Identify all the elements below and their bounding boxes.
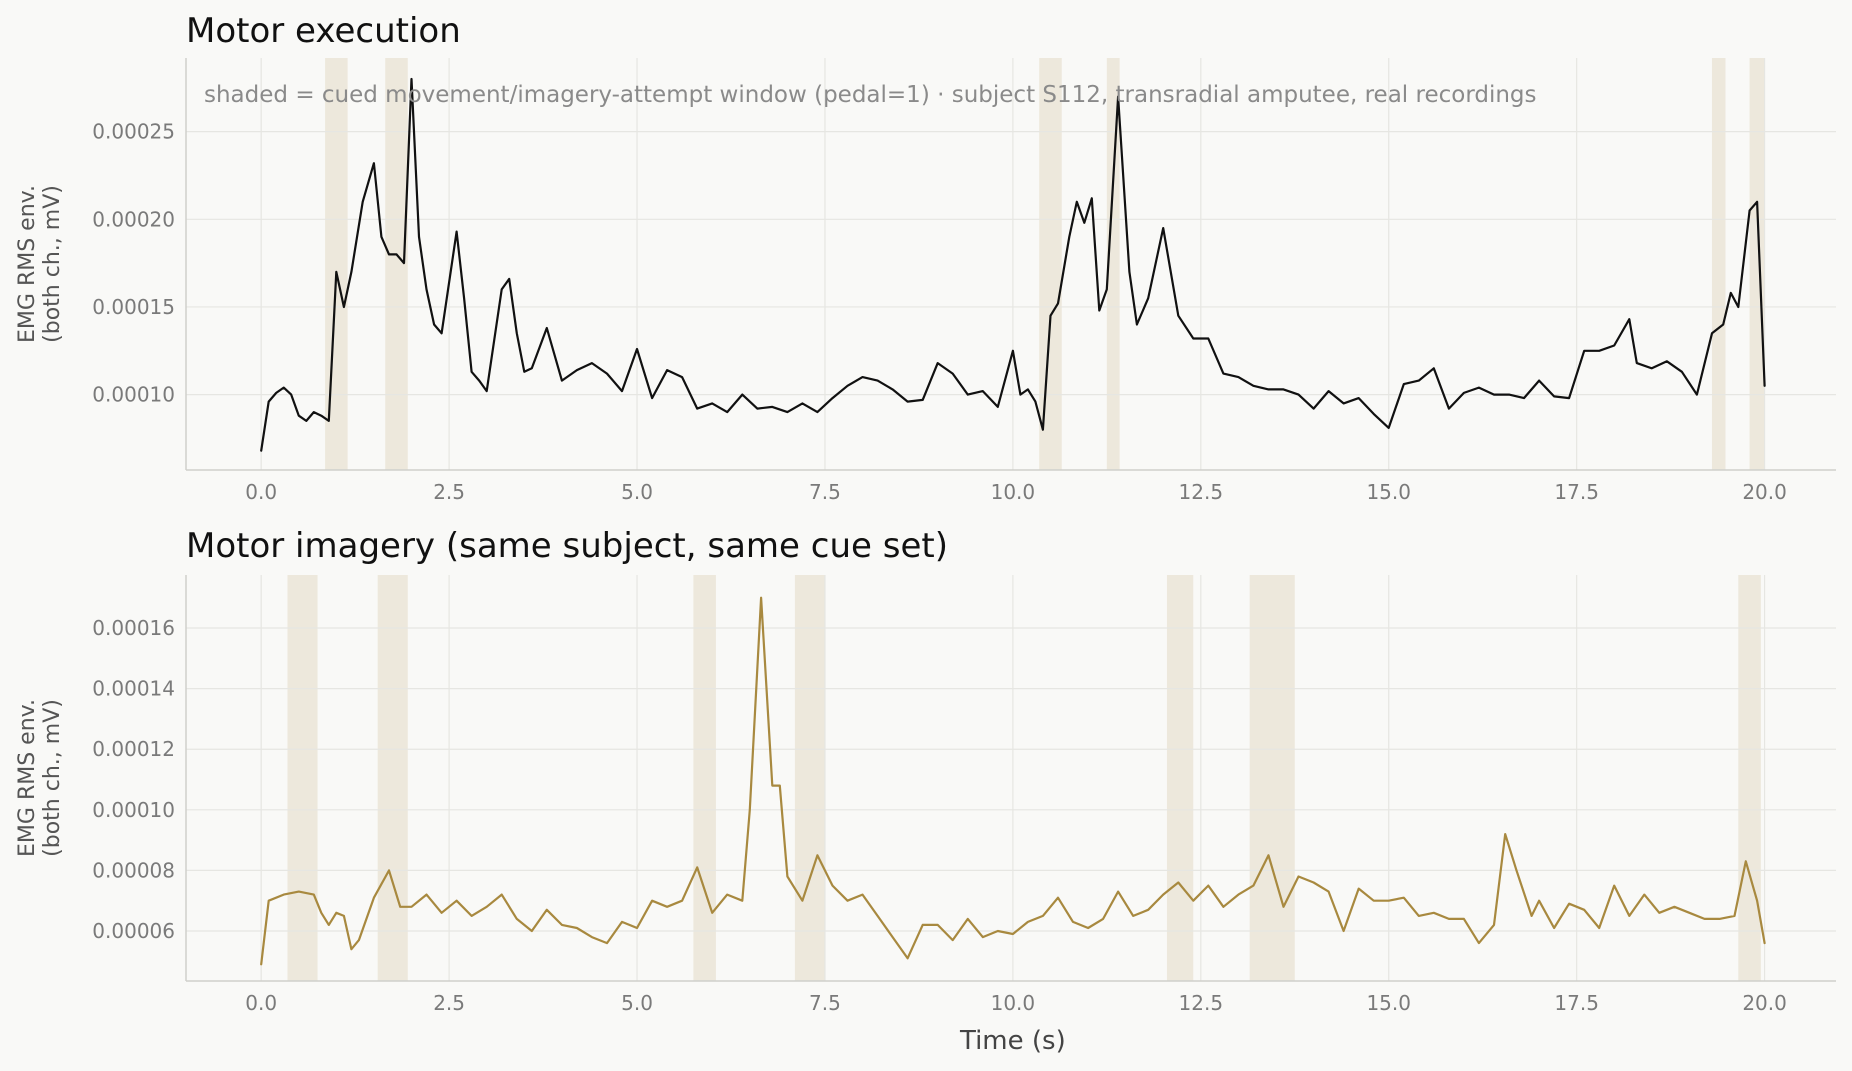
shaded-window <box>1166 575 1194 981</box>
x-tick-label: 0.0 <box>245 480 277 504</box>
panel-motor-execution: 0.0 2.5 5.0 7.5 10.0 12.5 15.0 17.5 20.0 0.00010 0… <box>15 11 1836 504</box>
y-axis-label: EMG RMS env.(both ch., mV) <box>15 185 65 343</box>
x-tick-label: 15.0 <box>1366 480 1411 504</box>
x-tick-label: 15.0 <box>1366 991 1411 1015</box>
x-tick-label: 5.0 <box>621 991 653 1015</box>
x-tick-label: 17.5 <box>1554 480 1599 504</box>
chart-title: Motor execution <box>186 11 461 51</box>
x-tick-label: 2.5 <box>433 991 465 1015</box>
shaded-window <box>794 575 825 981</box>
series-line <box>260 77 1766 452</box>
x-tick-label: 7.5 <box>809 480 841 504</box>
y-tick-label: 0.00008 <box>92 858 175 882</box>
y-tick-label: 0.00014 <box>92 677 175 701</box>
shaded-window <box>377 575 408 981</box>
shaded-window <box>693 575 716 981</box>
x-tick-label: 17.5 <box>1554 991 1599 1015</box>
y-tick-label: 0.00016 <box>92 616 175 640</box>
y-axis-label-line: (both ch., mV) <box>40 185 65 343</box>
y-tick-label: 0.00015 <box>92 295 175 319</box>
x-tick-label: 10.0 <box>991 991 1036 1015</box>
y-axis-label-line: (both ch., mV) <box>40 699 65 857</box>
x-tick-label: 20.0 <box>1742 991 1787 1015</box>
shaded-window <box>1249 575 1295 981</box>
y-axis-label: EMG RMS env.(both ch., mV) <box>15 699 65 857</box>
shaded-window <box>385 58 408 470</box>
x-axis-label: Time (s) <box>959 1026 1066 1056</box>
shaded-window <box>1749 58 1765 470</box>
shaded-window <box>1738 575 1761 981</box>
x-tick-label: 10.0 <box>991 480 1036 504</box>
shaded-window <box>1711 58 1726 470</box>
chart-annotation: shaded = cued movement/imagery-attempt w… <box>204 82 1537 108</box>
y-tick-label: 0.00020 <box>92 207 175 231</box>
y-tick-label: 0.00025 <box>92 120 175 144</box>
x-tick-label: 0.0 <box>245 991 277 1015</box>
x-tick-label: 12.5 <box>1179 480 1224 504</box>
x-tick-label: 5.0 <box>621 480 653 504</box>
shaded-window <box>1039 58 1062 470</box>
x-tick-label: 12.5 <box>1179 991 1224 1015</box>
chart-title: Motor imagery (same subject, same cue se… <box>186 526 948 566</box>
x-tick-label: 2.5 <box>433 480 465 504</box>
y-tick-label: 0.00006 <box>92 919 175 943</box>
y-tick-label: 0.00010 <box>92 383 175 407</box>
y-axis-label-line: EMG RMS env. <box>15 699 40 857</box>
series-line <box>260 596 1766 966</box>
x-tick-label: 20.0 <box>1742 480 1787 504</box>
shaded-window <box>1106 58 1120 470</box>
y-tick-label: 0.00010 <box>92 798 175 822</box>
y-axis-label-line: EMG RMS env. <box>15 185 40 343</box>
x-tick-label: 7.5 <box>809 991 841 1015</box>
y-tick-label: 0.00012 <box>92 737 175 761</box>
shaded-window <box>287 575 318 981</box>
panel-motor-imagery: 0.0 2.5 5.0 7.5 10.0 12.5 15.0 17.5 20.0 0.00006 0… <box>15 526 1836 1056</box>
